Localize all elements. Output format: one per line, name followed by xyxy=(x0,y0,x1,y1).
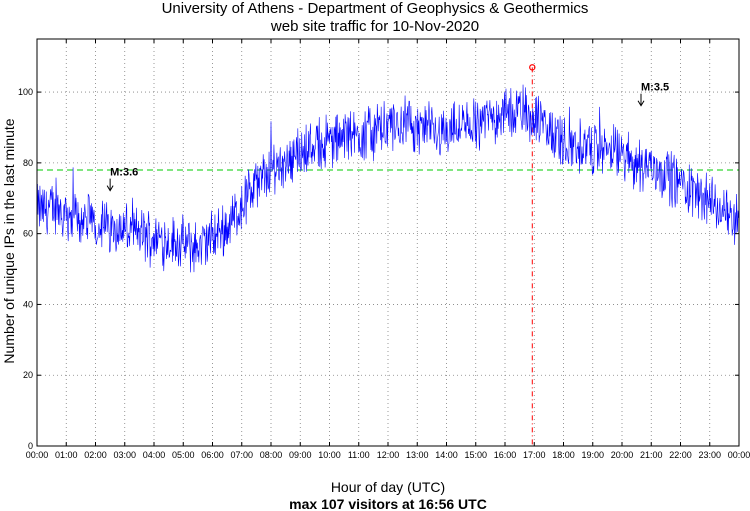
x-tick-label: 00:00 xyxy=(26,450,49,460)
annotation-arrow-head xyxy=(106,185,114,192)
x-tick-label: 11:00 xyxy=(348,450,370,460)
x-tick-label: 17:00 xyxy=(523,450,546,460)
magnitude-annotation: M:3.5 xyxy=(641,82,669,94)
x-tick-label: 06:00 xyxy=(201,450,224,460)
chart-title: University of Athens - Department of Geo… xyxy=(162,0,589,17)
x-tick-label: 05:00 xyxy=(172,450,195,460)
y-tick-label: 100 xyxy=(18,87,33,97)
x-tick-label: 01:00 xyxy=(55,450,78,460)
x-axis-label: Hour of day (UTC) xyxy=(331,479,445,495)
x-tick-label: 08:00 xyxy=(260,450,283,460)
x-tick-label: 09:00 xyxy=(289,450,312,460)
x-tick-label: 14:00 xyxy=(435,450,458,460)
x-tick-label: 03:00 xyxy=(113,450,136,460)
x-tick-label: 07:00 xyxy=(230,450,253,460)
max-point-marker xyxy=(529,64,536,71)
x-tick-label: 13:00 xyxy=(406,450,429,460)
traffic-series-line xyxy=(36,84,740,273)
x-tick-label: 02:00 xyxy=(84,450,107,460)
x-tick-label: 18:00 xyxy=(552,450,575,460)
grid xyxy=(37,39,739,446)
y-tick-label: 20 xyxy=(23,370,33,380)
x-tick-label: 10:00 xyxy=(318,450,341,460)
plot-area: M:3.6 M:3.5 xyxy=(36,64,740,446)
y-tick-label: 60 xyxy=(23,229,33,239)
y-axis-label: Number of unique IPs in the last minute xyxy=(1,118,17,363)
x-tick-label: 19:00 xyxy=(581,450,604,460)
y-tick-label: 80 xyxy=(23,158,33,168)
magnitude-annotation: M:3.6 xyxy=(110,167,138,179)
x-tick-label: 23:00 xyxy=(698,450,721,460)
y-tick-label: 40 xyxy=(23,299,33,309)
annotation-arrow-head xyxy=(637,100,645,107)
x-tick-label: 15:00 xyxy=(464,450,487,460)
x-tick-label: 16:00 xyxy=(494,450,517,460)
x-tick-label: 00:00 xyxy=(728,450,750,460)
x-tick-label: 04:00 xyxy=(143,450,166,460)
x-tick-label: 21:00 xyxy=(640,450,663,460)
max-visitors-note: max 107 visitors at 16:56 UTC xyxy=(289,496,487,511)
chart-subtitle: web site traffic for 10-Nov-2020 xyxy=(270,18,479,35)
y-tick-label: 0 xyxy=(28,441,33,451)
x-tick-label: 20:00 xyxy=(611,450,634,460)
axes: 00:00 01:00 02:00 03:00 04:00 05:00 06:00 07:00… xyxy=(18,38,750,460)
x-tick-label: 22:00 xyxy=(669,450,692,460)
x-tick-label: 12:00 xyxy=(377,450,400,460)
